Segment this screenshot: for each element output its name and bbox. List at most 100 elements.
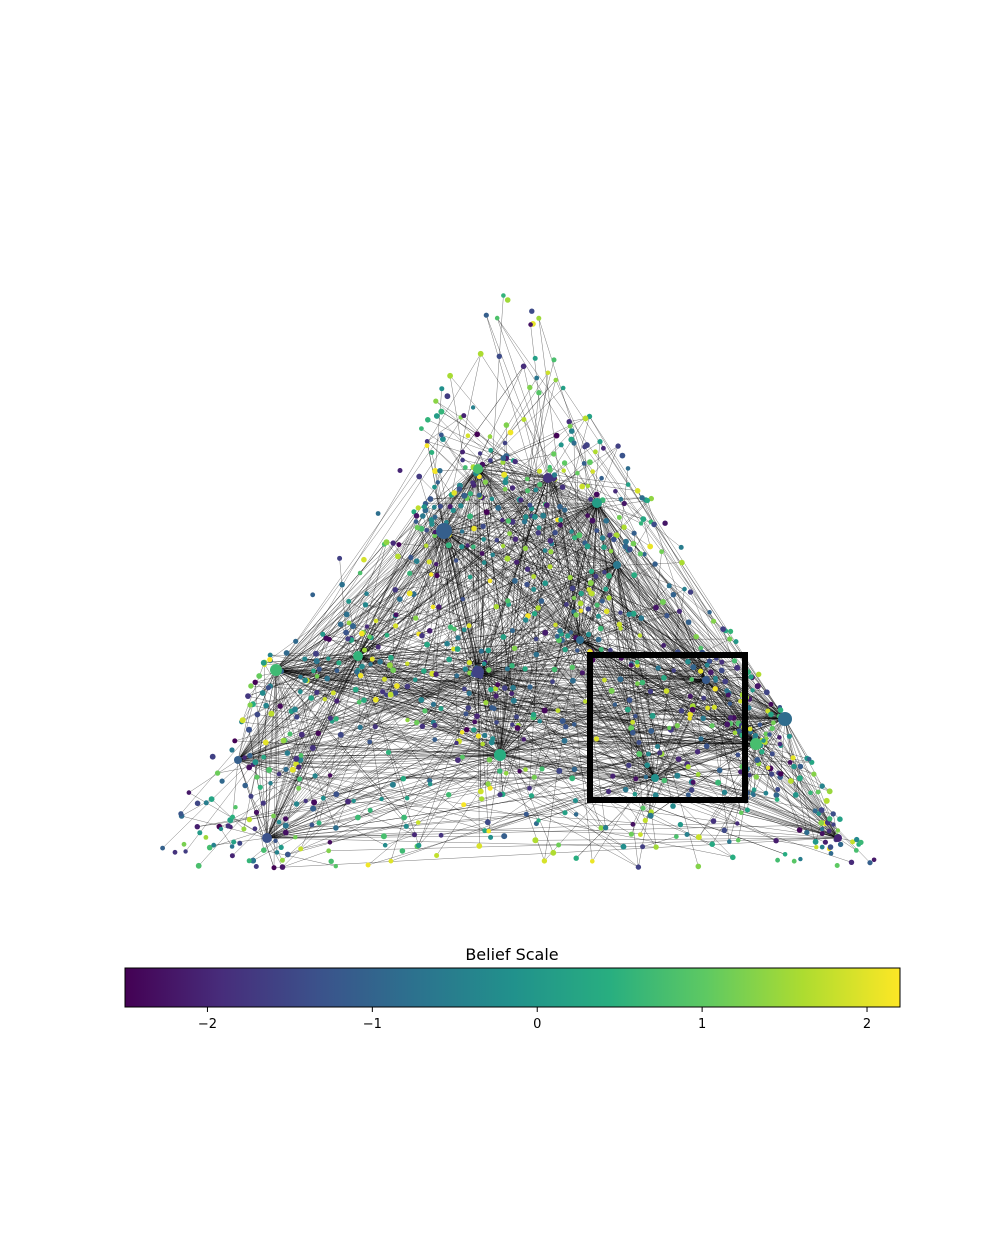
network-node: [532, 355, 538, 361]
network-node: [761, 738, 766, 743]
network-node: [528, 322, 533, 327]
network-node: [628, 831, 635, 837]
network-node: [792, 792, 799, 798]
network-node: [477, 350, 484, 357]
network-node: [542, 548, 548, 553]
network-node: [690, 779, 696, 785]
network-node: [567, 423, 573, 429]
network-node: [769, 725, 775, 732]
network-node: [346, 598, 352, 604]
network-node: [757, 722, 763, 727]
network-node: [309, 745, 316, 751]
network-node: [655, 744, 660, 749]
network-node: [229, 853, 235, 859]
network-node: [640, 516, 647, 522]
network-node: [565, 633, 571, 639]
network-node: [570, 677, 576, 684]
network-node: [576, 532, 583, 539]
network-node: [636, 751, 643, 757]
network-node: [382, 676, 387, 682]
network-node: [460, 457, 465, 463]
network-node: [733, 639, 739, 645]
network-node: [804, 829, 810, 836]
network-node: [476, 492, 482, 498]
network-node: [662, 520, 668, 526]
network-node: [326, 848, 332, 854]
network-node: [405, 661, 410, 666]
network-node: [567, 574, 573, 581]
network-node: [384, 692, 389, 698]
network-node: [618, 610, 623, 615]
network-node: [555, 634, 560, 639]
network-node: [571, 766, 578, 773]
network-node: [276, 771, 282, 777]
network-node: [283, 766, 289, 772]
network-node: [302, 656, 308, 662]
network-node: [588, 496, 593, 502]
network-node: [738, 699, 743, 704]
network-node: [555, 708, 561, 713]
network-node: [225, 823, 231, 829]
network-node: [350, 623, 356, 630]
network-node: [495, 682, 501, 688]
network-node: [467, 491, 473, 497]
network-node: [282, 829, 289, 836]
network-node: [313, 658, 320, 665]
network-node: [373, 618, 379, 624]
network-node: [553, 432, 560, 439]
network-node: [527, 502, 533, 508]
network-node: [501, 833, 508, 840]
network-node: [263, 702, 269, 709]
network-node: [634, 488, 641, 494]
network-node: [548, 549, 554, 555]
network-node: [429, 572, 434, 577]
network-node: [822, 839, 829, 845]
network-hub-node: [702, 676, 710, 684]
network-node: [309, 822, 315, 828]
network-node: [578, 608, 584, 613]
network-node: [414, 524, 420, 531]
network-node: [361, 697, 367, 703]
network-node: [460, 449, 465, 455]
network-hub-node: [270, 664, 282, 676]
network-node: [808, 790, 813, 796]
network-node: [624, 706, 631, 713]
network-node: [667, 725, 672, 731]
network-node: [494, 315, 500, 321]
network-node: [459, 730, 465, 735]
network-node: [471, 727, 477, 733]
network-node: [559, 718, 566, 724]
network-node: [724, 721, 731, 728]
network-node: [408, 554, 414, 561]
network-node: [731, 658, 738, 664]
network-node: [323, 635, 329, 641]
network-node: [509, 691, 515, 696]
network-hub-node: [262, 833, 272, 843]
network-node: [655, 665, 661, 671]
network-node: [636, 740, 642, 745]
network-node: [787, 760, 793, 765]
network-node: [572, 535, 578, 541]
network-node: [685, 764, 691, 770]
network-node: [520, 363, 527, 370]
network-node: [685, 792, 691, 798]
network-node: [644, 762, 650, 768]
network-node: [698, 668, 704, 674]
network-node: [477, 451, 483, 456]
network-node: [404, 683, 411, 690]
network-node: [537, 481, 543, 488]
network-node: [280, 737, 287, 744]
network-node: [267, 657, 273, 663]
network-node: [850, 839, 856, 845]
network-node: [750, 688, 755, 693]
network-node: [464, 727, 470, 733]
network-node: [181, 841, 187, 847]
network-node: [769, 751, 775, 757]
network-node: [467, 574, 473, 580]
network-node: [773, 838, 779, 844]
network-node: [470, 405, 476, 410]
network-node: [465, 543, 470, 548]
network-node: [246, 764, 253, 771]
network-node: [359, 663, 365, 670]
